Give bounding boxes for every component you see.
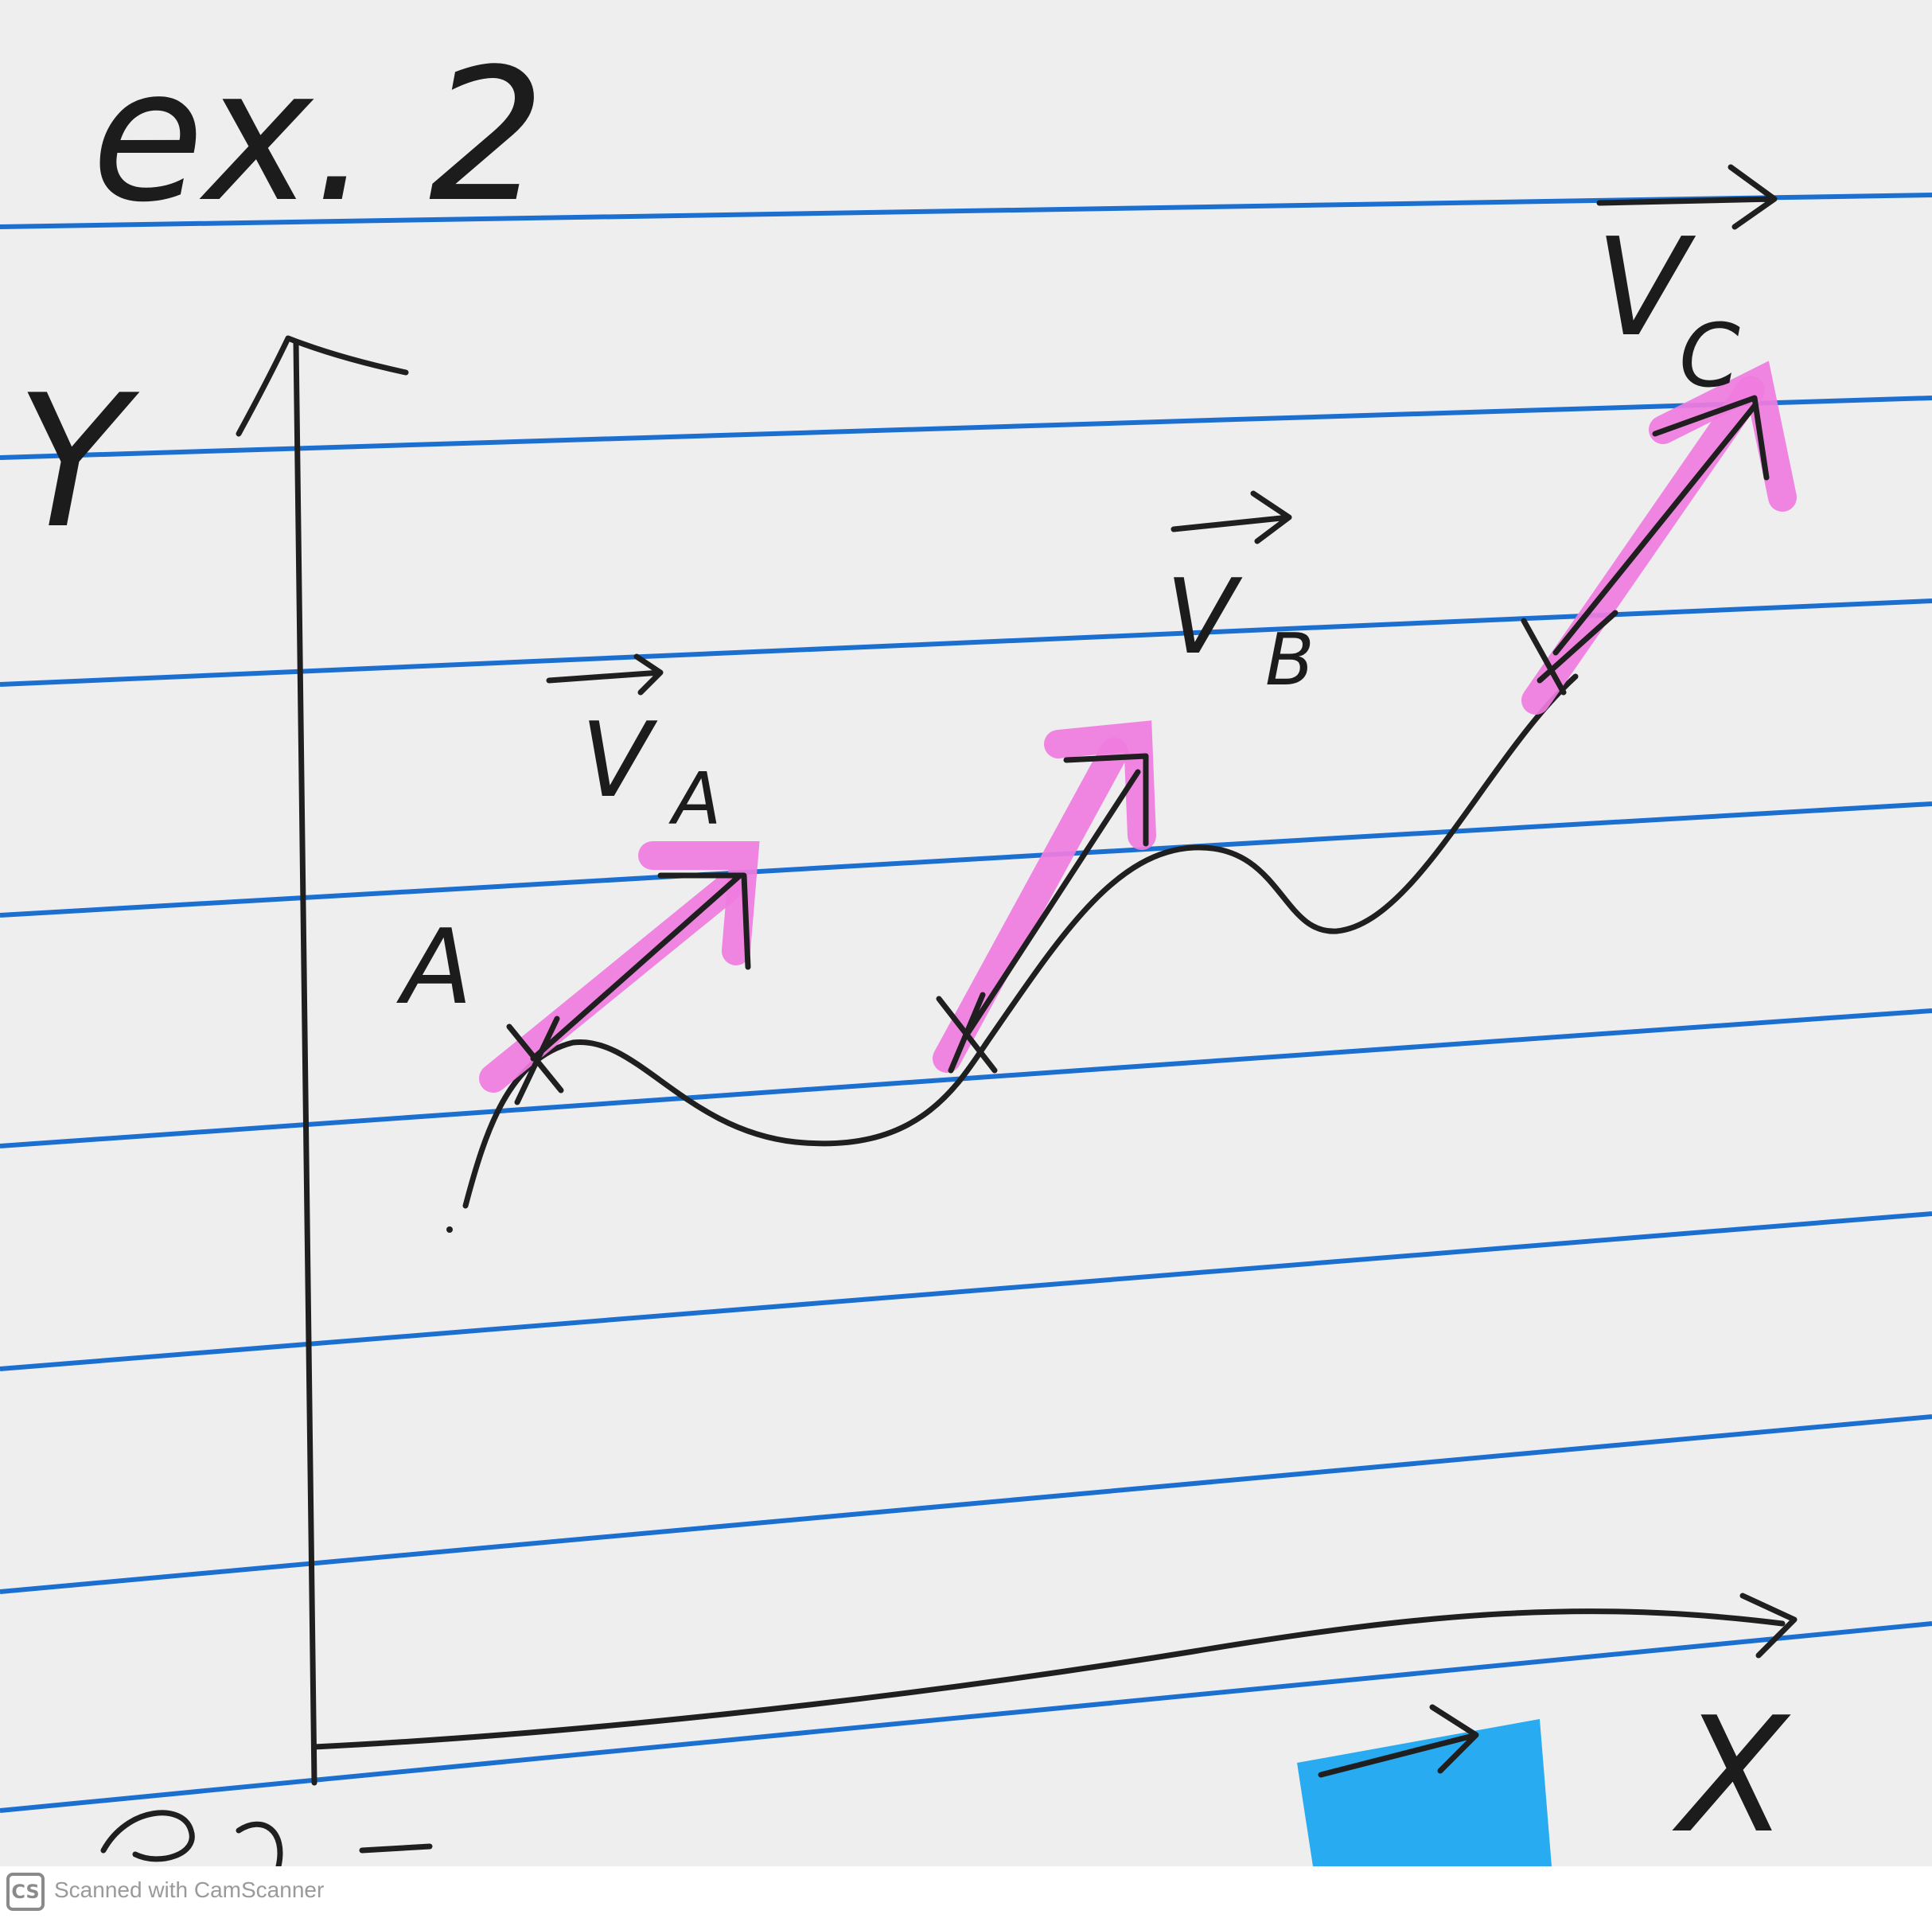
- vb-arrowhead-highlight: [1044, 720, 1156, 850]
- va-arrowhead: [657, 872, 751, 970]
- va-overarrow: [546, 653, 664, 696]
- vector-c: V C: [1521, 164, 1778, 696]
- pink-highlights: [479, 361, 1797, 1093]
- vc-label: V: [1595, 209, 1696, 367]
- rule-line: [0, 801, 1932, 918]
- x-axis: X: [311, 1593, 1798, 1869]
- vc-subscript: C: [1679, 305, 1740, 407]
- curve-start-dot: [446, 1226, 453, 1233]
- x-axis-arrowhead: [1739, 1593, 1798, 1659]
- vector-b: V B: [936, 490, 1315, 1074]
- camscanner-logo: CS: [6, 1873, 45, 1911]
- point-a-label: A: [396, 906, 473, 1027]
- x-axis-line: [311, 1608, 1786, 1750]
- partial-text-scribble: [100, 1810, 433, 1869]
- rule-line: [0, 1414, 1932, 1594]
- vb-label: V: [1166, 556, 1243, 677]
- vb-arrowhead: [1063, 753, 1149, 847]
- y-axis: Y: [16, 335, 409, 1786]
- vb-overarrow: [1170, 490, 1292, 544]
- rule-line: [0, 1211, 1932, 1371]
- vector-arrow-over-highlight: [1318, 1704, 1479, 1778]
- va-arrow-shaft: [530, 872, 743, 1062]
- vc-arrowhead-highlight: [1649, 361, 1797, 512]
- rule-line: [0, 1621, 1932, 1813]
- x-axis-label: X: [1672, 1683, 1791, 1866]
- va-subscript: A: [668, 758, 722, 841]
- blue-highlight-mark: [1297, 1719, 1552, 1866]
- heading: ex. 2: [92, 30, 545, 243]
- va-arrowhead-highlight: [638, 841, 760, 965]
- scanner-footer: CS Scanned with CamScanner: [0, 1866, 1932, 1922]
- rule-line: [0, 396, 1932, 460]
- vb-arrow-shaft: [964, 769, 1141, 1038]
- y-axis-arrowhead: [236, 335, 409, 437]
- cut-off-handwriting: [100, 1810, 433, 1869]
- y-axis-line: [293, 339, 317, 1786]
- vc-arrowhead: [1652, 395, 1770, 481]
- ruled-lines: [0, 193, 1932, 1813]
- vc-arrow-shaft: [1552, 403, 1758, 656]
- trajectory-curve: [462, 673, 1579, 1209]
- vector-a: A V A: [396, 653, 751, 1105]
- vc-overarrow: [1596, 164, 1778, 230]
- camscanner-watermark: Scanned with CamScanner: [54, 1877, 325, 1902]
- y-axis-label: Y: [16, 357, 140, 569]
- point-c-marker: [1521, 610, 1618, 696]
- blue-highlight: [1297, 1704, 1552, 1866]
- vb-subscript: B: [1265, 618, 1315, 702]
- rule-line: [0, 1008, 1932, 1148]
- heading-text: ex. 2: [92, 30, 545, 243]
- va-label: V: [581, 700, 658, 821]
- rule-line: [0, 598, 1932, 687]
- diagram-canvas: ex. 2 Y X A V A: [0, 30, 1932, 1869]
